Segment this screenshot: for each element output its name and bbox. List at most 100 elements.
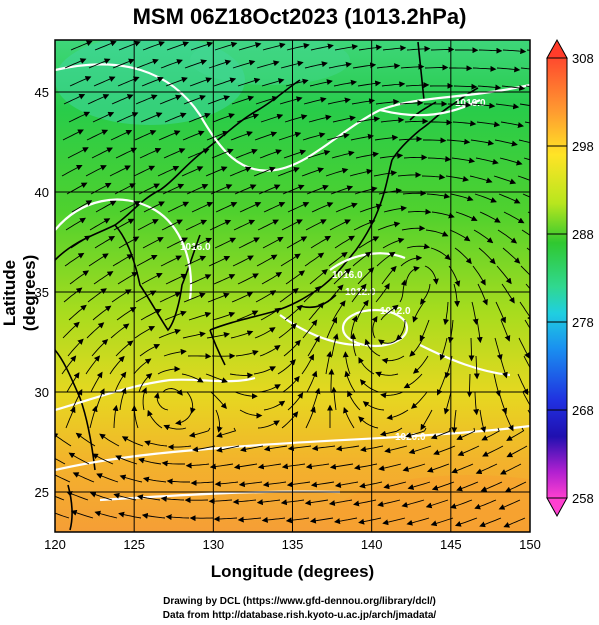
streamline bbox=[87, 94, 110, 105]
y-tick-label: 45 bbox=[35, 85, 49, 100]
streamline bbox=[308, 114, 332, 123]
streamline bbox=[380, 117, 405, 124]
streamline bbox=[379, 152, 404, 159]
streamline bbox=[310, 481, 335, 488]
streamline bbox=[344, 370, 356, 393]
streamline bbox=[259, 149, 282, 159]
colorbar-tick-label: 298 bbox=[572, 139, 594, 154]
streamline bbox=[229, 372, 254, 379]
streamline bbox=[254, 131, 278, 141]
streamline bbox=[304, 252, 325, 267]
streamline bbox=[469, 175, 493, 184]
streamline bbox=[453, 283, 461, 308]
streamline bbox=[253, 166, 276, 177]
streamline bbox=[328, 252, 348, 267]
streamline bbox=[236, 310, 259, 321]
streamline bbox=[329, 463, 354, 470]
streamline bbox=[430, 427, 451, 440]
x-axis-label: Longitude (degrees) bbox=[210, 562, 375, 581]
streamline bbox=[307, 335, 320, 357]
streamline bbox=[426, 463, 450, 473]
streamline bbox=[309, 79, 333, 87]
streamline bbox=[212, 113, 235, 123]
streamline bbox=[111, 94, 134, 105]
streamline bbox=[506, 427, 525, 441]
streamline bbox=[451, 409, 458, 434]
streamline bbox=[119, 201, 141, 213]
streamline bbox=[468, 337, 475, 362]
streamline bbox=[471, 102, 496, 109]
streamline bbox=[136, 254, 158, 267]
streamline bbox=[182, 130, 205, 141]
streamline bbox=[142, 476, 167, 483]
streamline bbox=[237, 273, 259, 285]
streamline bbox=[92, 111, 115, 123]
streamline bbox=[256, 254, 278, 267]
streamline bbox=[379, 427, 403, 437]
streamline bbox=[374, 134, 399, 141]
streamline bbox=[261, 516, 286, 523]
streamline bbox=[281, 463, 306, 470]
streamline bbox=[382, 237, 405, 249]
streamline bbox=[358, 517, 382, 525]
streamline bbox=[280, 253, 301, 267]
streamline bbox=[91, 339, 109, 357]
streamline bbox=[478, 247, 496, 265]
streamline bbox=[234, 391, 258, 400]
streamline bbox=[445, 175, 469, 182]
streamline bbox=[187, 353, 212, 360]
x-tick-label: 130 bbox=[202, 537, 224, 552]
streamline bbox=[430, 247, 451, 261]
streamline bbox=[412, 355, 429, 374]
streamline bbox=[407, 481, 431, 490]
streamline bbox=[87, 288, 107, 303]
streamline bbox=[263, 445, 288, 452]
streamline bbox=[183, 94, 206, 105]
streamline bbox=[185, 462, 210, 469]
streamline bbox=[302, 132, 326, 141]
streamline bbox=[94, 40, 117, 51]
streamline bbox=[495, 103, 520, 110]
streamline bbox=[64, 58, 87, 69]
streamline bbox=[277, 167, 300, 177]
streamline bbox=[278, 323, 297, 339]
streamline bbox=[75, 432, 96, 447]
streamline bbox=[326, 132, 350, 141]
streamline bbox=[354, 463, 378, 471]
streamline bbox=[160, 255, 183, 267]
streamline bbox=[158, 328, 181, 339]
streamline bbox=[190, 237, 213, 249]
streamline bbox=[215, 202, 238, 213]
streamline bbox=[399, 99, 424, 106]
y-axis-ticks: 25 30 35 40 45 bbox=[35, 85, 49, 500]
streamline bbox=[304, 499, 329, 506]
streamline bbox=[497, 229, 518, 244]
streamline bbox=[133, 358, 152, 375]
streamline bbox=[72, 472, 95, 483]
streamline bbox=[447, 101, 472, 108]
streamline bbox=[523, 355, 530, 377]
streamline bbox=[325, 351, 333, 375]
streamline bbox=[449, 499, 473, 509]
streamline bbox=[206, 130, 229, 141]
streamline bbox=[262, 42, 286, 51]
streamline bbox=[327, 97, 351, 105]
streamline bbox=[301, 353, 314, 375]
streamline bbox=[286, 236, 308, 249]
streamline bbox=[466, 373, 473, 398]
streamline bbox=[472, 65, 497, 72]
streamline bbox=[157, 165, 180, 177]
streamline bbox=[455, 211, 478, 221]
streamline bbox=[163, 424, 187, 431]
streamline bbox=[283, 149, 307, 159]
streamline bbox=[175, 409, 193, 426]
streamline bbox=[476, 319, 483, 344]
streamline bbox=[325, 167, 349, 177]
streamline bbox=[92, 453, 114, 465]
streamline bbox=[214, 41, 238, 51]
streamline bbox=[65, 406, 76, 429]
streamline bbox=[376, 63, 401, 70]
streamline bbox=[311, 202, 334, 213]
streamline bbox=[213, 77, 237, 87]
